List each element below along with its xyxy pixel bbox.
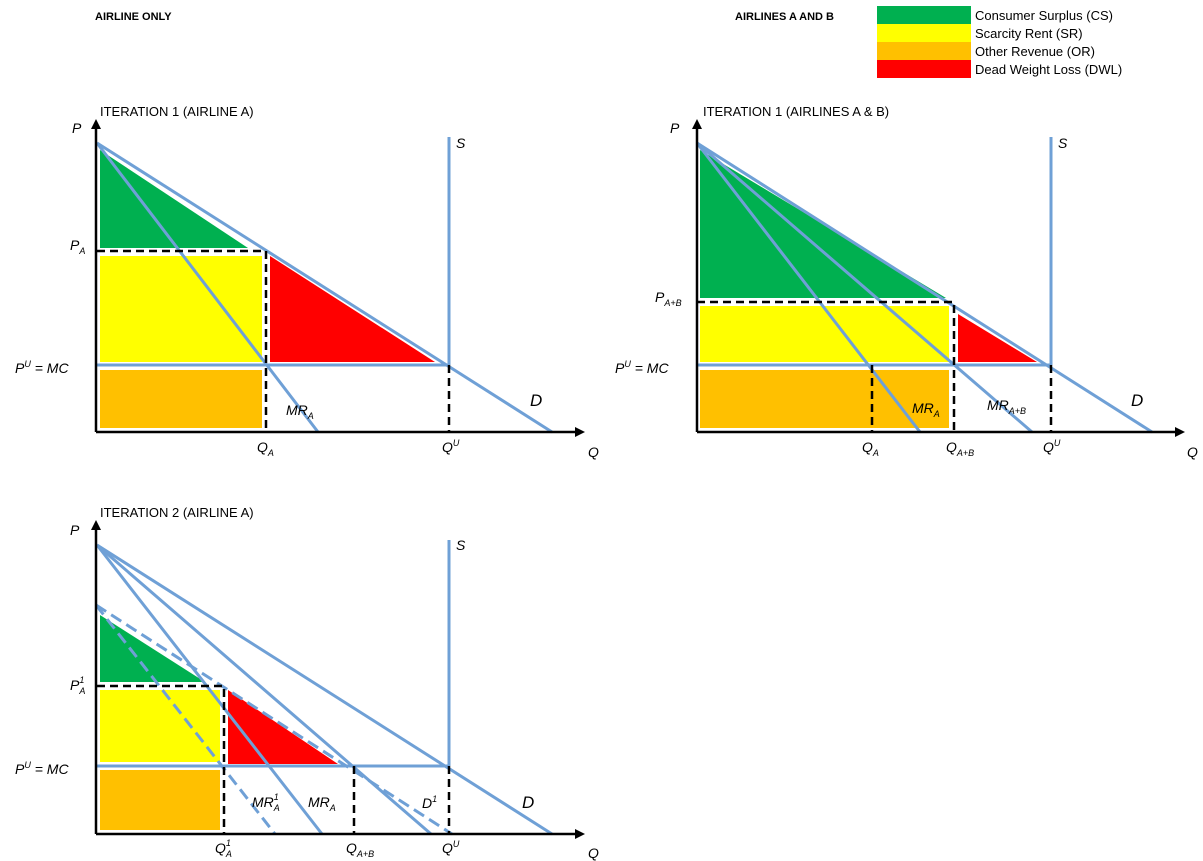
panel2-mr-a-curve <box>695 142 922 433</box>
panel3-demand-curve <box>96 543 553 836</box>
panel3-scarcity-rent <box>100 690 220 762</box>
panel3-supply-label: S <box>456 537 466 553</box>
panel2-mc-label: PU = MC <box>615 359 669 376</box>
panel3-price-label: P1 A <box>70 675 85 696</box>
panel2-mr-a-label: MRA <box>912 400 940 419</box>
panel3-qab-label: QA+B <box>346 840 374 859</box>
panel3-axis-q-label: Q <box>588 845 599 861</box>
legend-label-sr: Scarcity Rent (SR) <box>975 26 1083 41</box>
panel3-mr-label: MRA <box>308 794 336 813</box>
legend: Consumer Surplus (CS) Scarcity Rent (SR)… <box>877 6 1122 78</box>
panel1-demand-label: D <box>530 391 542 410</box>
panel3-consumer-surplus <box>100 615 205 682</box>
legend-label-cs: Consumer Surplus (CS) <box>975 8 1113 23</box>
panel1-price-quantity-dash <box>97 249 268 432</box>
panel1-other-revenue <box>100 370 262 428</box>
panel2-price-label: PA+B <box>655 289 682 308</box>
panel2-dwl <box>958 314 1037 362</box>
panel1-dwl <box>270 256 435 362</box>
legend-swatch-sr <box>877 24 971 42</box>
panel3-mr-a-curve <box>95 544 324 835</box>
panel2-qa-label: QA <box>862 439 879 458</box>
panel2-price-quantity-dash <box>697 300 956 432</box>
panel2-mr-ab-label: MRA+B <box>987 397 1026 416</box>
panel1-mr-label: MRA <box>286 402 314 421</box>
panel1-axis-q-label: Q <box>588 444 599 460</box>
panel2-demand-label: D <box>1131 391 1143 410</box>
panel2-demand-curve <box>696 141 1153 434</box>
panel1-supply-label: S <box>456 135 466 151</box>
panel-iteration1-airlines-a-b: ITERATION 1 (AIRLINES A & B) P Q S D PA+… <box>615 104 1198 460</box>
panel2-qab-label: QA+B <box>946 439 974 458</box>
panel1-title: ITERATION 1 (AIRLINE A) <box>100 104 254 119</box>
legend-swatch-dwl <box>877 60 971 78</box>
panel1-axis-p-label: P <box>72 120 82 136</box>
panel2-title: ITERATION 1 (AIRLINES A & B) <box>703 104 889 119</box>
panel1-consumer-surplus <box>100 150 248 248</box>
panel-iteration2-airline-a: ITERATION 2 (AIRLINE A) P Q S D D1 P1 A P… <box>15 505 599 861</box>
panel3-qu-label: QU <box>442 839 460 856</box>
header-left: AIRLINE ONLY <box>95 11 172 23</box>
legend-label-dwl: Dead Weight Loss (DWL) <box>975 62 1122 77</box>
panel1-scarcity-rent <box>100 256 262 362</box>
panel2-supply-label: S <box>1058 135 1068 151</box>
panel2-scarcity-rent <box>700 306 949 362</box>
panel2-axis-q-label: Q <box>1187 444 1198 460</box>
panel3-demand-label: D <box>522 793 534 812</box>
header-right: AIRLINES A AND B <box>735 11 834 23</box>
panel3-title: ITERATION 2 (AIRLINE A) <box>100 505 254 520</box>
panel3-mc-label: PU = MC <box>15 760 69 777</box>
panel3-axis-p-label: P <box>70 522 80 538</box>
panel2-mr-ab-curve <box>696 141 1033 434</box>
panel1-mr-curve <box>95 142 320 433</box>
panel1-price-label: PA <box>70 237 85 256</box>
panel3-mr-ab-curve <box>96 543 432 836</box>
panel3-q1-label: Q1 A <box>215 838 232 859</box>
panel3-residual-mr1 <box>94 604 277 835</box>
panel3-mr1-label: MR1 A <box>252 792 280 813</box>
legend-swatch-cs <box>877 6 971 24</box>
panel3-d1-label: D1 <box>422 794 437 811</box>
panel1-qu-label: QU <box>442 438 460 455</box>
panel2-axis-p-label: P <box>670 120 680 136</box>
panel1-mc-label: PU = MC <box>15 359 69 376</box>
panel2-qu-label: QU <box>1043 438 1061 455</box>
panel3-other-revenue <box>100 770 220 830</box>
panel3-price-quantity-dash <box>97 684 226 834</box>
panel3-residual-demand-d1 <box>95 603 453 836</box>
panel-iteration1-airline-a: ITERATION 1 (AIRLINE A) P Q S D PA PU = … <box>15 104 599 460</box>
panel1-demand-curve <box>96 141 553 434</box>
legend-label-or: Other Revenue (OR) <box>975 44 1095 59</box>
panel1-qa-label: QA <box>257 439 274 458</box>
legend-swatch-or <box>877 42 971 60</box>
panel2-other-revenue <box>700 370 949 428</box>
